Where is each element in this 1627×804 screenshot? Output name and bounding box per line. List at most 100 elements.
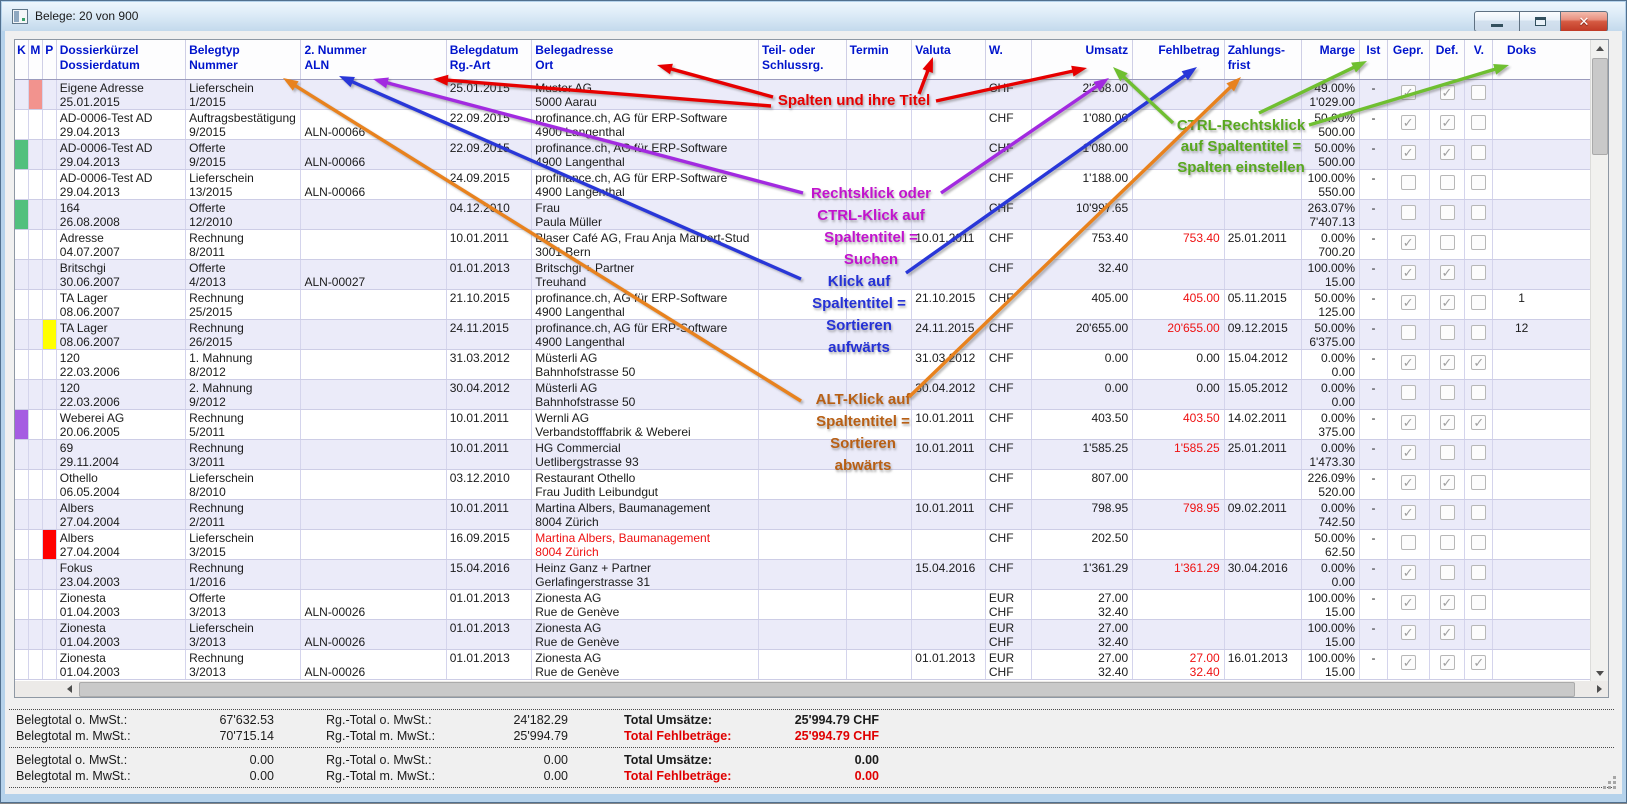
column-header-aln[interactable]: 2. Nummer ALN bbox=[301, 40, 447, 79]
gepr-checkbox[interactable] bbox=[1400, 235, 1416, 250]
v-checkbox[interactable] bbox=[1471, 325, 1487, 340]
v-checkbox[interactable] bbox=[1471, 295, 1487, 310]
v-checkbox[interactable] bbox=[1471, 625, 1487, 640]
def-checkbox[interactable] bbox=[1439, 505, 1455, 520]
scroll-up-button[interactable] bbox=[1591, 40, 1608, 57]
def-checkbox[interactable] bbox=[1439, 325, 1455, 340]
column-header-dossier[interactable]: Dossierkürzel Dossierdatum bbox=[57, 40, 187, 79]
column-header-gepr[interactable]: Gepr. bbox=[1388, 40, 1430, 79]
table-row[interactable]: 120 22.03.2006 2. Mahnung 9/2012 30.04.2012 M… bbox=[15, 380, 1591, 410]
gepr-checkbox[interactable] bbox=[1400, 535, 1416, 550]
column-header-datum[interactable]: Belegdatum Rg.-Art bbox=[447, 40, 533, 79]
table-row[interactable]: TA Lager 08.06.2007 Rechnung 25/2015 21.10.2… bbox=[15, 290, 1591, 320]
def-checkbox[interactable] bbox=[1439, 85, 1455, 100]
gepr-checkbox[interactable] bbox=[1400, 385, 1416, 400]
def-checkbox[interactable] bbox=[1439, 175, 1455, 190]
column-header-m[interactable]: M bbox=[29, 40, 43, 79]
close-button[interactable]: ✕ bbox=[1560, 11, 1608, 32]
def-checkbox[interactable] bbox=[1439, 145, 1455, 160]
v-checkbox[interactable] bbox=[1471, 355, 1487, 370]
v-checkbox[interactable] bbox=[1471, 505, 1487, 520]
gepr-checkbox[interactable] bbox=[1400, 205, 1416, 220]
column-header-adr[interactable]: Belegadresse Ort bbox=[532, 40, 760, 79]
gepr-checkbox[interactable] bbox=[1400, 175, 1416, 190]
gepr-checkbox[interactable] bbox=[1400, 145, 1416, 160]
def-checkbox[interactable] bbox=[1439, 115, 1455, 130]
table-row[interactable]: AD-0006-Test AD 29.04.2013 Auftragsbestäti… bbox=[15, 110, 1591, 140]
scroll-down-button[interactable] bbox=[1591, 665, 1608, 682]
def-checkbox[interactable] bbox=[1439, 265, 1455, 280]
def-checkbox[interactable] bbox=[1439, 205, 1455, 220]
gepr-checkbox[interactable] bbox=[1400, 505, 1416, 520]
def-checkbox[interactable] bbox=[1439, 655, 1455, 670]
column-header-marge[interactable]: Marge bbox=[1302, 40, 1361, 79]
v-checkbox[interactable] bbox=[1471, 535, 1487, 550]
def-checkbox[interactable] bbox=[1439, 385, 1455, 400]
v-checkbox[interactable] bbox=[1471, 475, 1487, 490]
column-header-valuta[interactable]: Valuta bbox=[912, 40, 986, 79]
vertical-scroll-thumb[interactable] bbox=[1592, 58, 1608, 155]
def-checkbox[interactable] bbox=[1439, 535, 1455, 550]
gepr-checkbox[interactable] bbox=[1400, 415, 1416, 430]
def-checkbox[interactable] bbox=[1439, 595, 1455, 610]
column-header-umsatz[interactable]: Umsatz bbox=[1032, 40, 1134, 79]
horizontal-scroll-thumb[interactable] bbox=[79, 682, 1575, 697]
column-header-ist[interactable]: Ist bbox=[1360, 40, 1388, 79]
v-checkbox[interactable] bbox=[1471, 595, 1487, 610]
table-row[interactable]: Eigene Adresse 25.01.2015 Lieferschein 1/20… bbox=[15, 80, 1591, 110]
table-row[interactable]: Zionesta 01.04.2003 Rechnung 3/2013 ALN-0002… bbox=[15, 650, 1591, 680]
column-header-w[interactable]: W. bbox=[986, 40, 1032, 79]
gepr-checkbox[interactable] bbox=[1400, 355, 1416, 370]
v-checkbox[interactable] bbox=[1471, 115, 1487, 130]
column-header-fb[interactable]: Fehlbetrag bbox=[1133, 40, 1225, 79]
restore-button[interactable] bbox=[1519, 11, 1561, 32]
scroll-right-button[interactable] bbox=[1591, 681, 1608, 697]
table-row[interactable]: 164 26.08.2008 Offerte 12/2010 04.12.2010 Fra… bbox=[15, 200, 1591, 230]
gepr-checkbox[interactable] bbox=[1400, 445, 1416, 460]
def-checkbox[interactable] bbox=[1439, 475, 1455, 490]
column-header-teil[interactable]: Teil- oder Schlussrg. bbox=[759, 40, 847, 79]
column-header-p[interactable]: P bbox=[43, 40, 57, 79]
column-header-v[interactable]: V. bbox=[1465, 40, 1494, 79]
minimize-button[interactable] bbox=[1474, 11, 1520, 32]
gepr-checkbox[interactable] bbox=[1400, 475, 1416, 490]
gepr-checkbox[interactable] bbox=[1400, 115, 1416, 130]
v-checkbox[interactable] bbox=[1471, 445, 1487, 460]
def-checkbox[interactable] bbox=[1439, 235, 1455, 250]
v-checkbox[interactable] bbox=[1471, 235, 1487, 250]
v-checkbox[interactable] bbox=[1471, 655, 1487, 670]
table-row[interactable]: Britschgi 30.06.2007 Offerte 4/2013 ALN-0002… bbox=[15, 260, 1591, 290]
gepr-checkbox[interactable] bbox=[1400, 595, 1416, 610]
column-header-def[interactable]: Def. bbox=[1430, 40, 1466, 79]
def-checkbox[interactable] bbox=[1439, 565, 1455, 580]
gepr-checkbox[interactable] bbox=[1400, 625, 1416, 640]
def-checkbox[interactable] bbox=[1439, 415, 1455, 430]
v-checkbox[interactable] bbox=[1471, 415, 1487, 430]
gepr-checkbox[interactable] bbox=[1400, 655, 1416, 670]
table-row[interactable]: Adresse 04.07.2007 Rechnung 8/2011 10.01.201… bbox=[15, 230, 1591, 260]
v-checkbox[interactable] bbox=[1471, 205, 1487, 220]
column-header-zf[interactable]: Zahlungs-frist bbox=[1225, 40, 1303, 79]
vertical-scrollbar[interactable] bbox=[1590, 40, 1608, 682]
table-row[interactable]: 120 22.03.2006 1. Mahnung 8/2012 31.03.2012 M… bbox=[15, 350, 1591, 380]
horizontal-scrollbar[interactable] bbox=[15, 681, 1608, 697]
gepr-checkbox[interactable] bbox=[1400, 295, 1416, 310]
v-checkbox[interactable] bbox=[1471, 385, 1487, 400]
column-header-k[interactable]: K bbox=[15, 40, 29, 79]
table-row[interactable]: Zionesta 01.04.2003 Lieferschein 3/2013 ALN-… bbox=[15, 620, 1591, 650]
table-row[interactable]: Albers 27.04.2004 Lieferschein 3/2015 16.09.… bbox=[15, 530, 1591, 560]
def-checkbox[interactable] bbox=[1439, 295, 1455, 310]
titlebar[interactable]: Belege: 20 von 900 ✕ bbox=[2, 2, 1625, 32]
table-row[interactable]: Othello 06.05.2004 Lieferschein 8/2010 03.12… bbox=[15, 470, 1591, 500]
v-checkbox[interactable] bbox=[1471, 565, 1487, 580]
table-row[interactable]: Albers 27.04.2004 Rechnung 2/2011 10.01.2011… bbox=[15, 500, 1591, 530]
v-checkbox[interactable] bbox=[1471, 265, 1487, 280]
v-checkbox[interactable] bbox=[1471, 85, 1487, 100]
table-row[interactable]: AD-0006-Test AD 29.04.2013 Lieferschein 13/… bbox=[15, 170, 1591, 200]
table-row[interactable]: Fokus 23.04.2003 Rechnung 1/2016 15.04.2016 H… bbox=[15, 560, 1591, 590]
table-row[interactable]: AD-0006-Test AD 29.04.2013 Offerte 9/2015 AL… bbox=[15, 140, 1591, 170]
table-row[interactable]: 69 29.11.2004 Rechnung 3/2011 10.01.2011 HG C… bbox=[15, 440, 1591, 470]
v-checkbox[interactable] bbox=[1471, 175, 1487, 190]
scroll-left-button[interactable] bbox=[61, 681, 78, 697]
resize-grip[interactable] bbox=[1602, 775, 1616, 789]
